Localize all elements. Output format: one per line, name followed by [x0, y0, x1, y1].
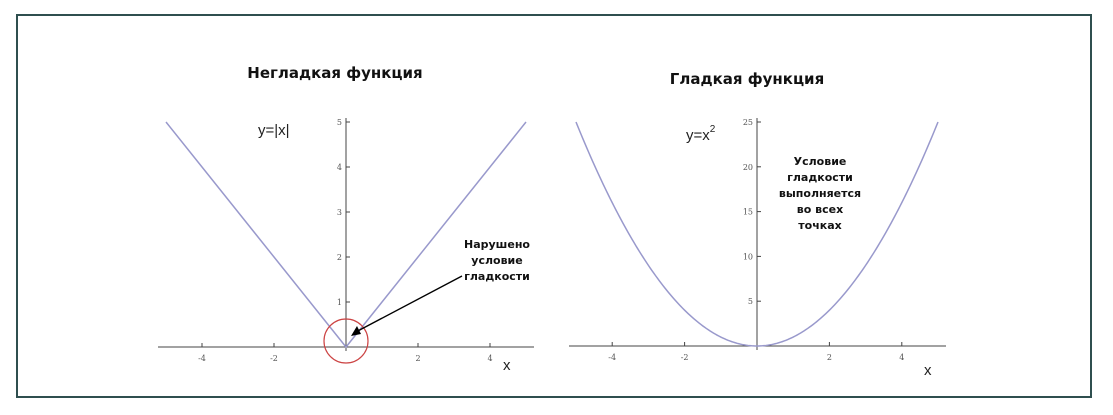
series-line [575, 121, 939, 347]
y-tick-label: 3 [337, 208, 342, 217]
x-axis-label: x [503, 357, 511, 374]
annotation-line-3: гладкости [464, 270, 530, 283]
function-equation: y=|x| [258, 122, 290, 139]
x-tick-label: 4 [899, 353, 904, 362]
equation-base: y=x [686, 127, 710, 144]
annotation-line-2: гладкости [787, 171, 853, 184]
x-tick-label: 4 [487, 354, 492, 363]
annotation-line-1: Условие [794, 155, 847, 168]
y-tick-label: 10 [743, 252, 753, 261]
annotation-line-5: точках [798, 219, 841, 232]
x-tick-label: 2 [415, 354, 420, 363]
highlight-circle [323, 318, 369, 364]
annotation-line-4: во всех [797, 203, 843, 216]
equation-exponent: 2 [710, 124, 716, 135]
x-axis-label: x [924, 362, 932, 379]
y-tick-label: 5 [748, 297, 753, 306]
function-equation: y=x2 [686, 124, 716, 144]
series-line [165, 121, 527, 349]
y-tick-label: 25 [743, 118, 753, 127]
y-tick-label: 20 [743, 163, 753, 172]
annotation-line-1: Нарушено [464, 238, 530, 251]
x-tick-label: -2 [270, 354, 278, 363]
x-tick-label: -4 [198, 354, 206, 363]
x-tick-label: -2 [681, 353, 689, 362]
y-tick-label: 2 [337, 253, 342, 262]
annotation-arrow-head [351, 326, 361, 336]
chart-nonsmooth: Негладкая функция y=|x| -4 -2 2 4 1 2 3 4 5 x На… [158, 64, 534, 374]
annotation-arrow-line [353, 275, 463, 334]
x-tick-label: -4 [608, 353, 616, 362]
chart-title: Негладкая функция [247, 64, 422, 82]
annotation-line-2: условие [471, 254, 522, 267]
y-tick-label: 15 [743, 208, 753, 217]
x-tick-label: 2 [827, 353, 832, 362]
annotation-line-3: выполняется [779, 187, 861, 200]
figure-frame [16, 14, 1092, 398]
y-tick-label: 4 [337, 163, 342, 172]
y-tick-label: 1 [337, 298, 342, 307]
y-tick-label: 5 [337, 118, 342, 127]
chart-title: Гладкая функция [670, 70, 824, 88]
